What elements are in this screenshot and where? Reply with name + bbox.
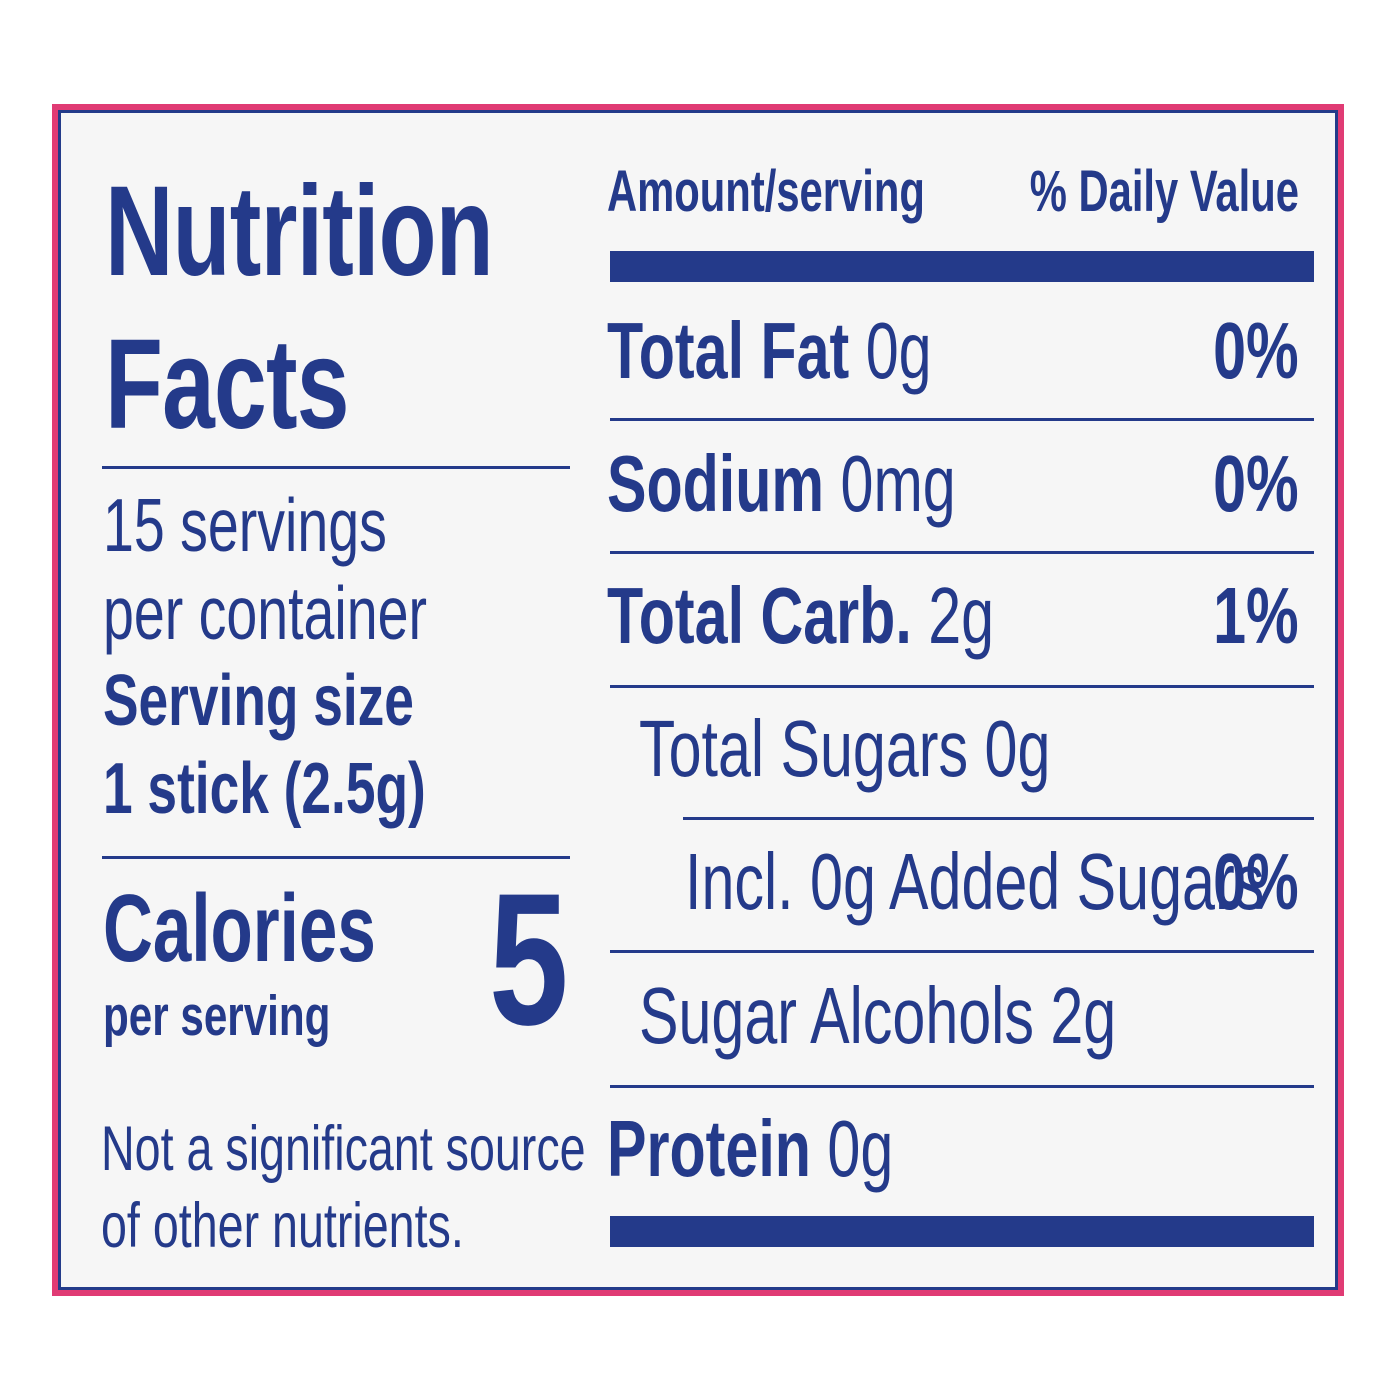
calories-per-serving: per serving — [103, 984, 331, 1048]
label-title-line1: Nutrition — [105, 160, 494, 303]
label-title-line2: Facts — [105, 313, 349, 456]
nutrient-row-total-sugars: Total Sugars 0g — [639, 704, 1051, 793]
nutrient-dv-added-sugars: 0% — [1213, 837, 1299, 926]
nutrient-amount: 0g — [827, 1104, 894, 1193]
nutrient-row-added-sugars: Incl. 0g Added Sugars — [685, 837, 1265, 926]
nutrient-amount: 0mg — [840, 439, 956, 528]
serving-size-value: 1 stick (2.5g) — [103, 749, 426, 829]
serving-size-label: Serving size — [103, 661, 414, 741]
thick-rule-top — [610, 251, 1314, 282]
divider-title — [102, 466, 570, 469]
thick-rule-bottom — [610, 1216, 1314, 1247]
nutrient-row-total-carb: Total Carb. 2g — [607, 576, 994, 656]
row-divider — [683, 817, 1314, 820]
row-divider — [610, 418, 1314, 421]
daily-value-header: % Daily Value — [1029, 159, 1299, 224]
nutrient-name: Total Fat — [607, 306, 850, 395]
nutrient-row-protein: Protein 0g — [607, 1109, 893, 1189]
row-divider — [610, 685, 1314, 688]
nutrient-name: Total Carb. — [607, 571, 912, 660]
nutrition-label-frame: Nutrition Facts 15 servings per containe… — [52, 104, 1344, 1296]
calories-value: 5 — [489, 854, 569, 1064]
footnote-line1: Not a significant source — [101, 1114, 586, 1184]
servings-per-container-line2: per container — [103, 571, 427, 655]
row-divider — [610, 950, 1314, 953]
servings-per-container-line1: 15 servings — [103, 483, 387, 567]
calories-label: Calories — [103, 875, 376, 982]
footnote-line2: of other nutrients. — [101, 1191, 464, 1261]
nutrient-row-sugar-alcohols: Sugar Alcohols 2g — [639, 971, 1117, 1060]
divider-serving — [102, 856, 570, 859]
nutrient-row-sodium: Sodium 0mg — [607, 444, 956, 524]
nutrient-amount: 0g — [865, 306, 932, 395]
nutrient-amount: 2g — [928, 571, 995, 660]
amount-per-serving-header: Amount/serving — [607, 159, 925, 224]
nutrient-name: Sodium — [607, 439, 825, 528]
nutrient-dv-sodium: 0% — [1213, 439, 1299, 528]
nutrient-row-total-fat: Total Fat 0g — [607, 311, 932, 391]
row-divider — [610, 1085, 1314, 1088]
nutrient-name: Protein — [607, 1104, 811, 1193]
nutrient-dv-total-fat: 0% — [1213, 306, 1299, 395]
nutrition-label-panel: Nutrition Facts 15 servings per containe… — [61, 113, 1335, 1287]
row-divider — [610, 551, 1314, 554]
nutrient-dv-total-carb: 1% — [1213, 571, 1299, 660]
